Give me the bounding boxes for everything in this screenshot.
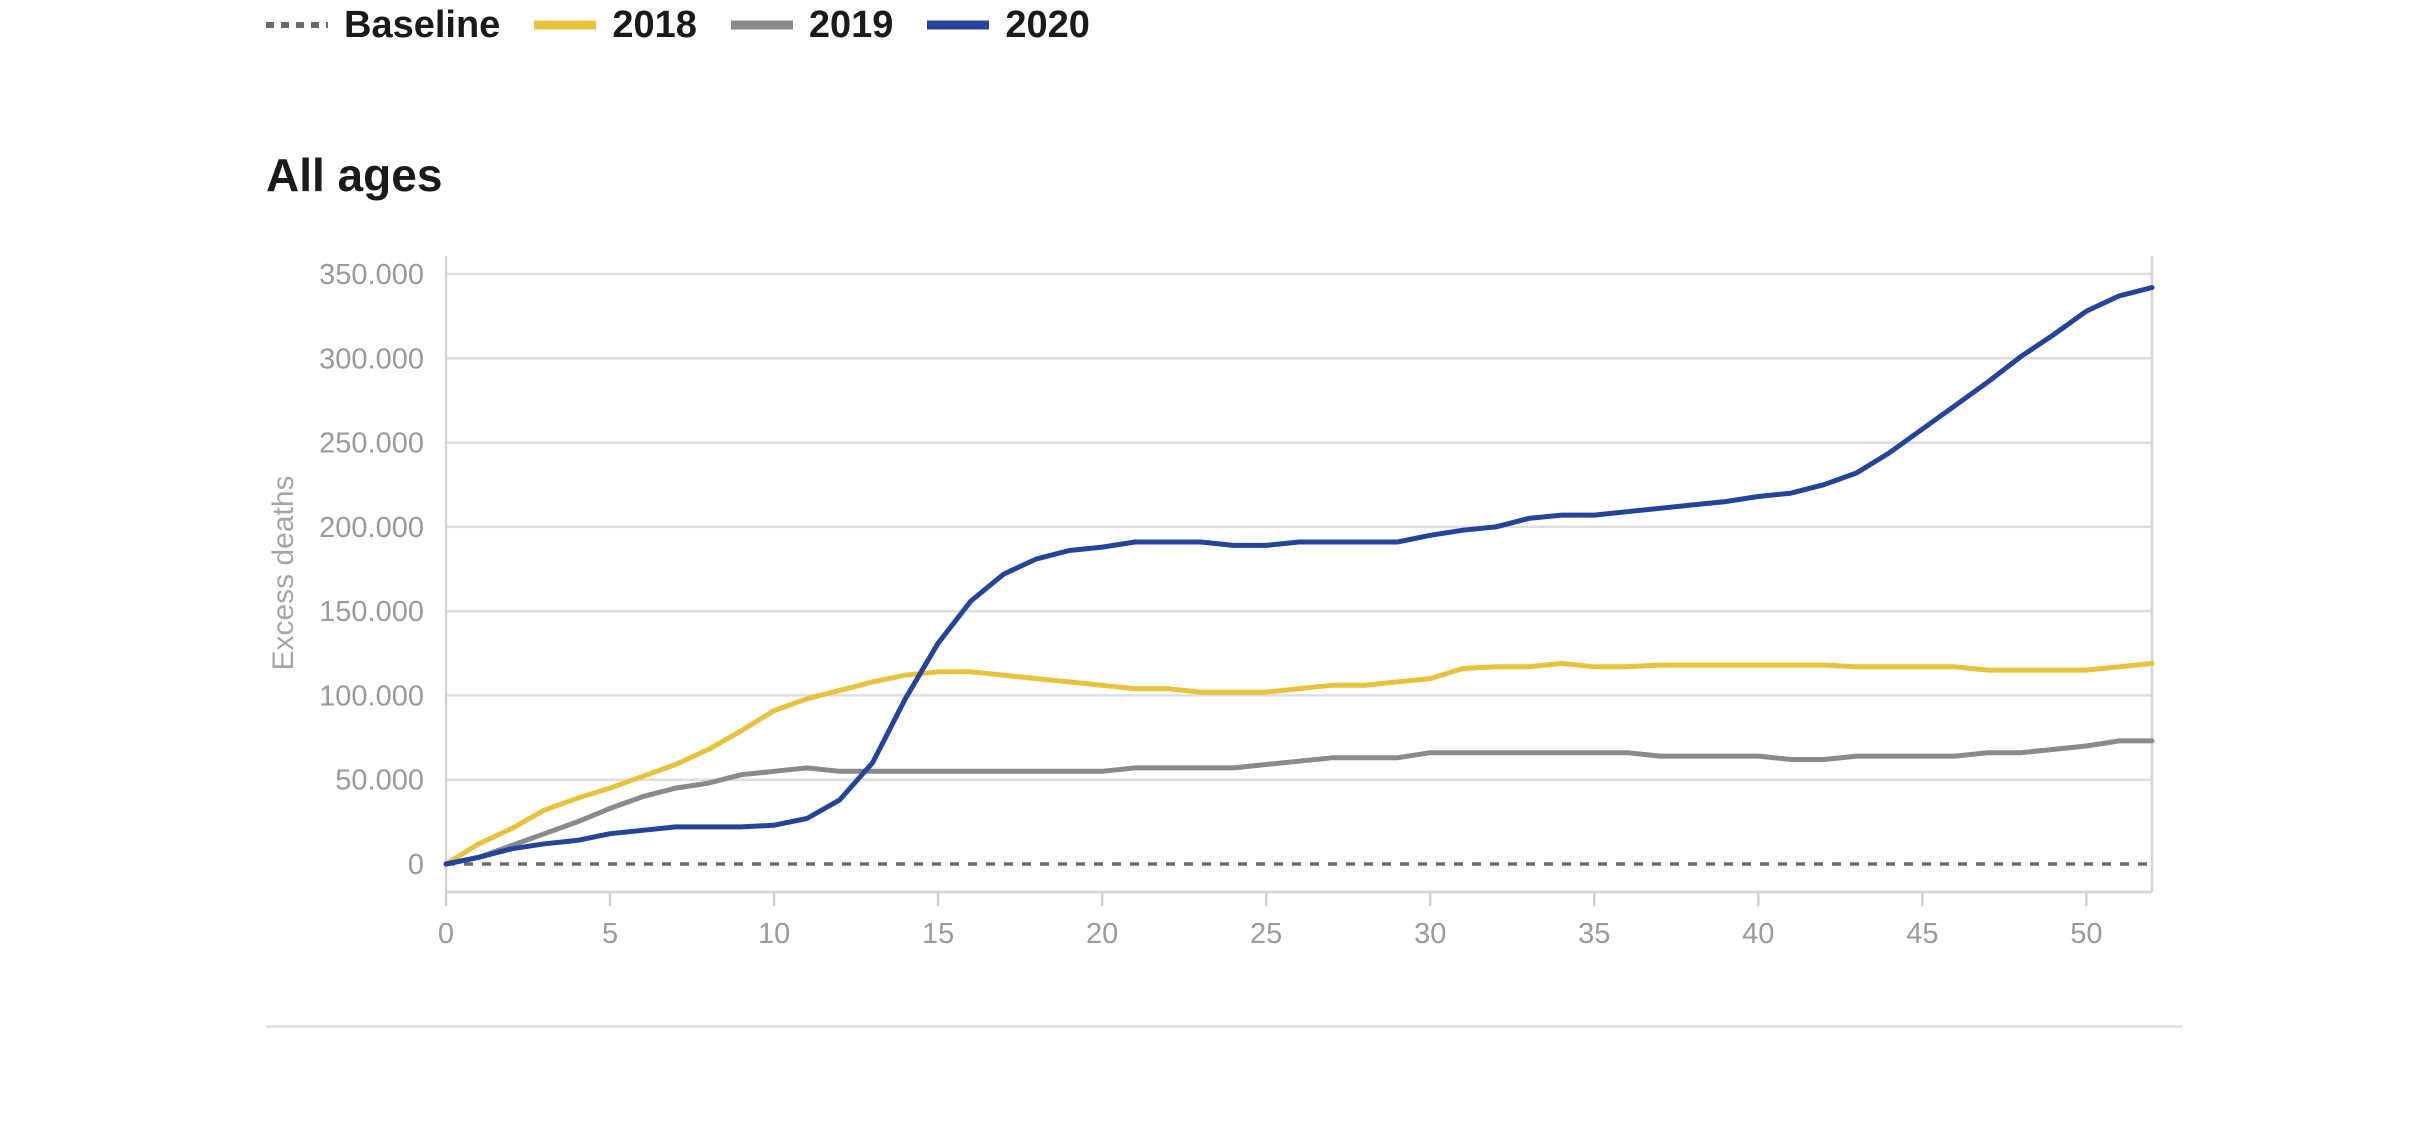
legend-item-baseline: Baseline xyxy=(266,4,500,47)
legend-label-2018: 2018 xyxy=(612,3,697,46)
panel-title: All ages xyxy=(266,149,443,201)
x-tick-label: 30 xyxy=(1414,918,1446,950)
legend-swatch-2020 xyxy=(927,20,990,30)
y-tick-label: 200.000 xyxy=(319,512,424,544)
x-tick-label: 25 xyxy=(1250,918,1282,950)
y-tick-label: 350.000 xyxy=(319,259,424,291)
y-tick-label: 300.000 xyxy=(319,343,424,375)
legend-label-2020: 2020 xyxy=(1005,3,1090,46)
series-line-2020 xyxy=(443,285,2155,867)
x-tick-label: 15 xyxy=(922,918,954,950)
x-tick-label: 0 xyxy=(438,918,454,950)
legend-swatch-baseline xyxy=(266,22,328,28)
legend-label-baseline: Baseline xyxy=(344,3,501,46)
bottom-divider xyxy=(266,1025,2183,1028)
x-tick-label: 20 xyxy=(1086,918,1118,950)
legend-swatch-2019 xyxy=(730,20,793,30)
legend-label-2019: 2019 xyxy=(808,3,894,46)
plot-frame xyxy=(444,256,2154,894)
y-axis-ticks: 0 50.000 100.000 150.000 200.000 250.000 300.0… xyxy=(319,259,424,881)
y-tick-label: 100.000 xyxy=(319,680,424,712)
legend-swatch-2018 xyxy=(534,20,597,30)
x-tick-label: 35 xyxy=(1578,918,1610,950)
y-tick-label: 50.000 xyxy=(335,765,424,797)
gridlines xyxy=(446,272,2152,781)
y-tick-label: 150.000 xyxy=(319,596,424,628)
legend-item-2019: 2019 xyxy=(730,3,894,47)
x-axis-ticks: 0 5 10 15 20 25 30 35 40 45 50 xyxy=(438,892,2103,950)
y-tick-label: 0 xyxy=(408,849,424,881)
x-tick-label: 40 xyxy=(1742,918,1774,950)
legend-item-2020: 2020 xyxy=(927,4,1090,47)
series-lines xyxy=(443,285,2155,867)
series-line-2018 xyxy=(443,660,2155,867)
y-axis-title: Excess deaths xyxy=(267,475,300,670)
y-tick-label: 250.000 xyxy=(319,428,424,460)
series-line-2019 xyxy=(443,738,2155,867)
x-tick-label: 45 xyxy=(1906,918,1938,950)
x-tick-label: 10 xyxy=(758,918,790,950)
chart-legend: Baseline 2018 2019 2020 xyxy=(266,0,1124,50)
legend-item-2018: 2018 xyxy=(534,4,697,47)
x-tick-label: 50 xyxy=(2070,918,2102,950)
x-tick-label: 5 xyxy=(602,918,618,950)
